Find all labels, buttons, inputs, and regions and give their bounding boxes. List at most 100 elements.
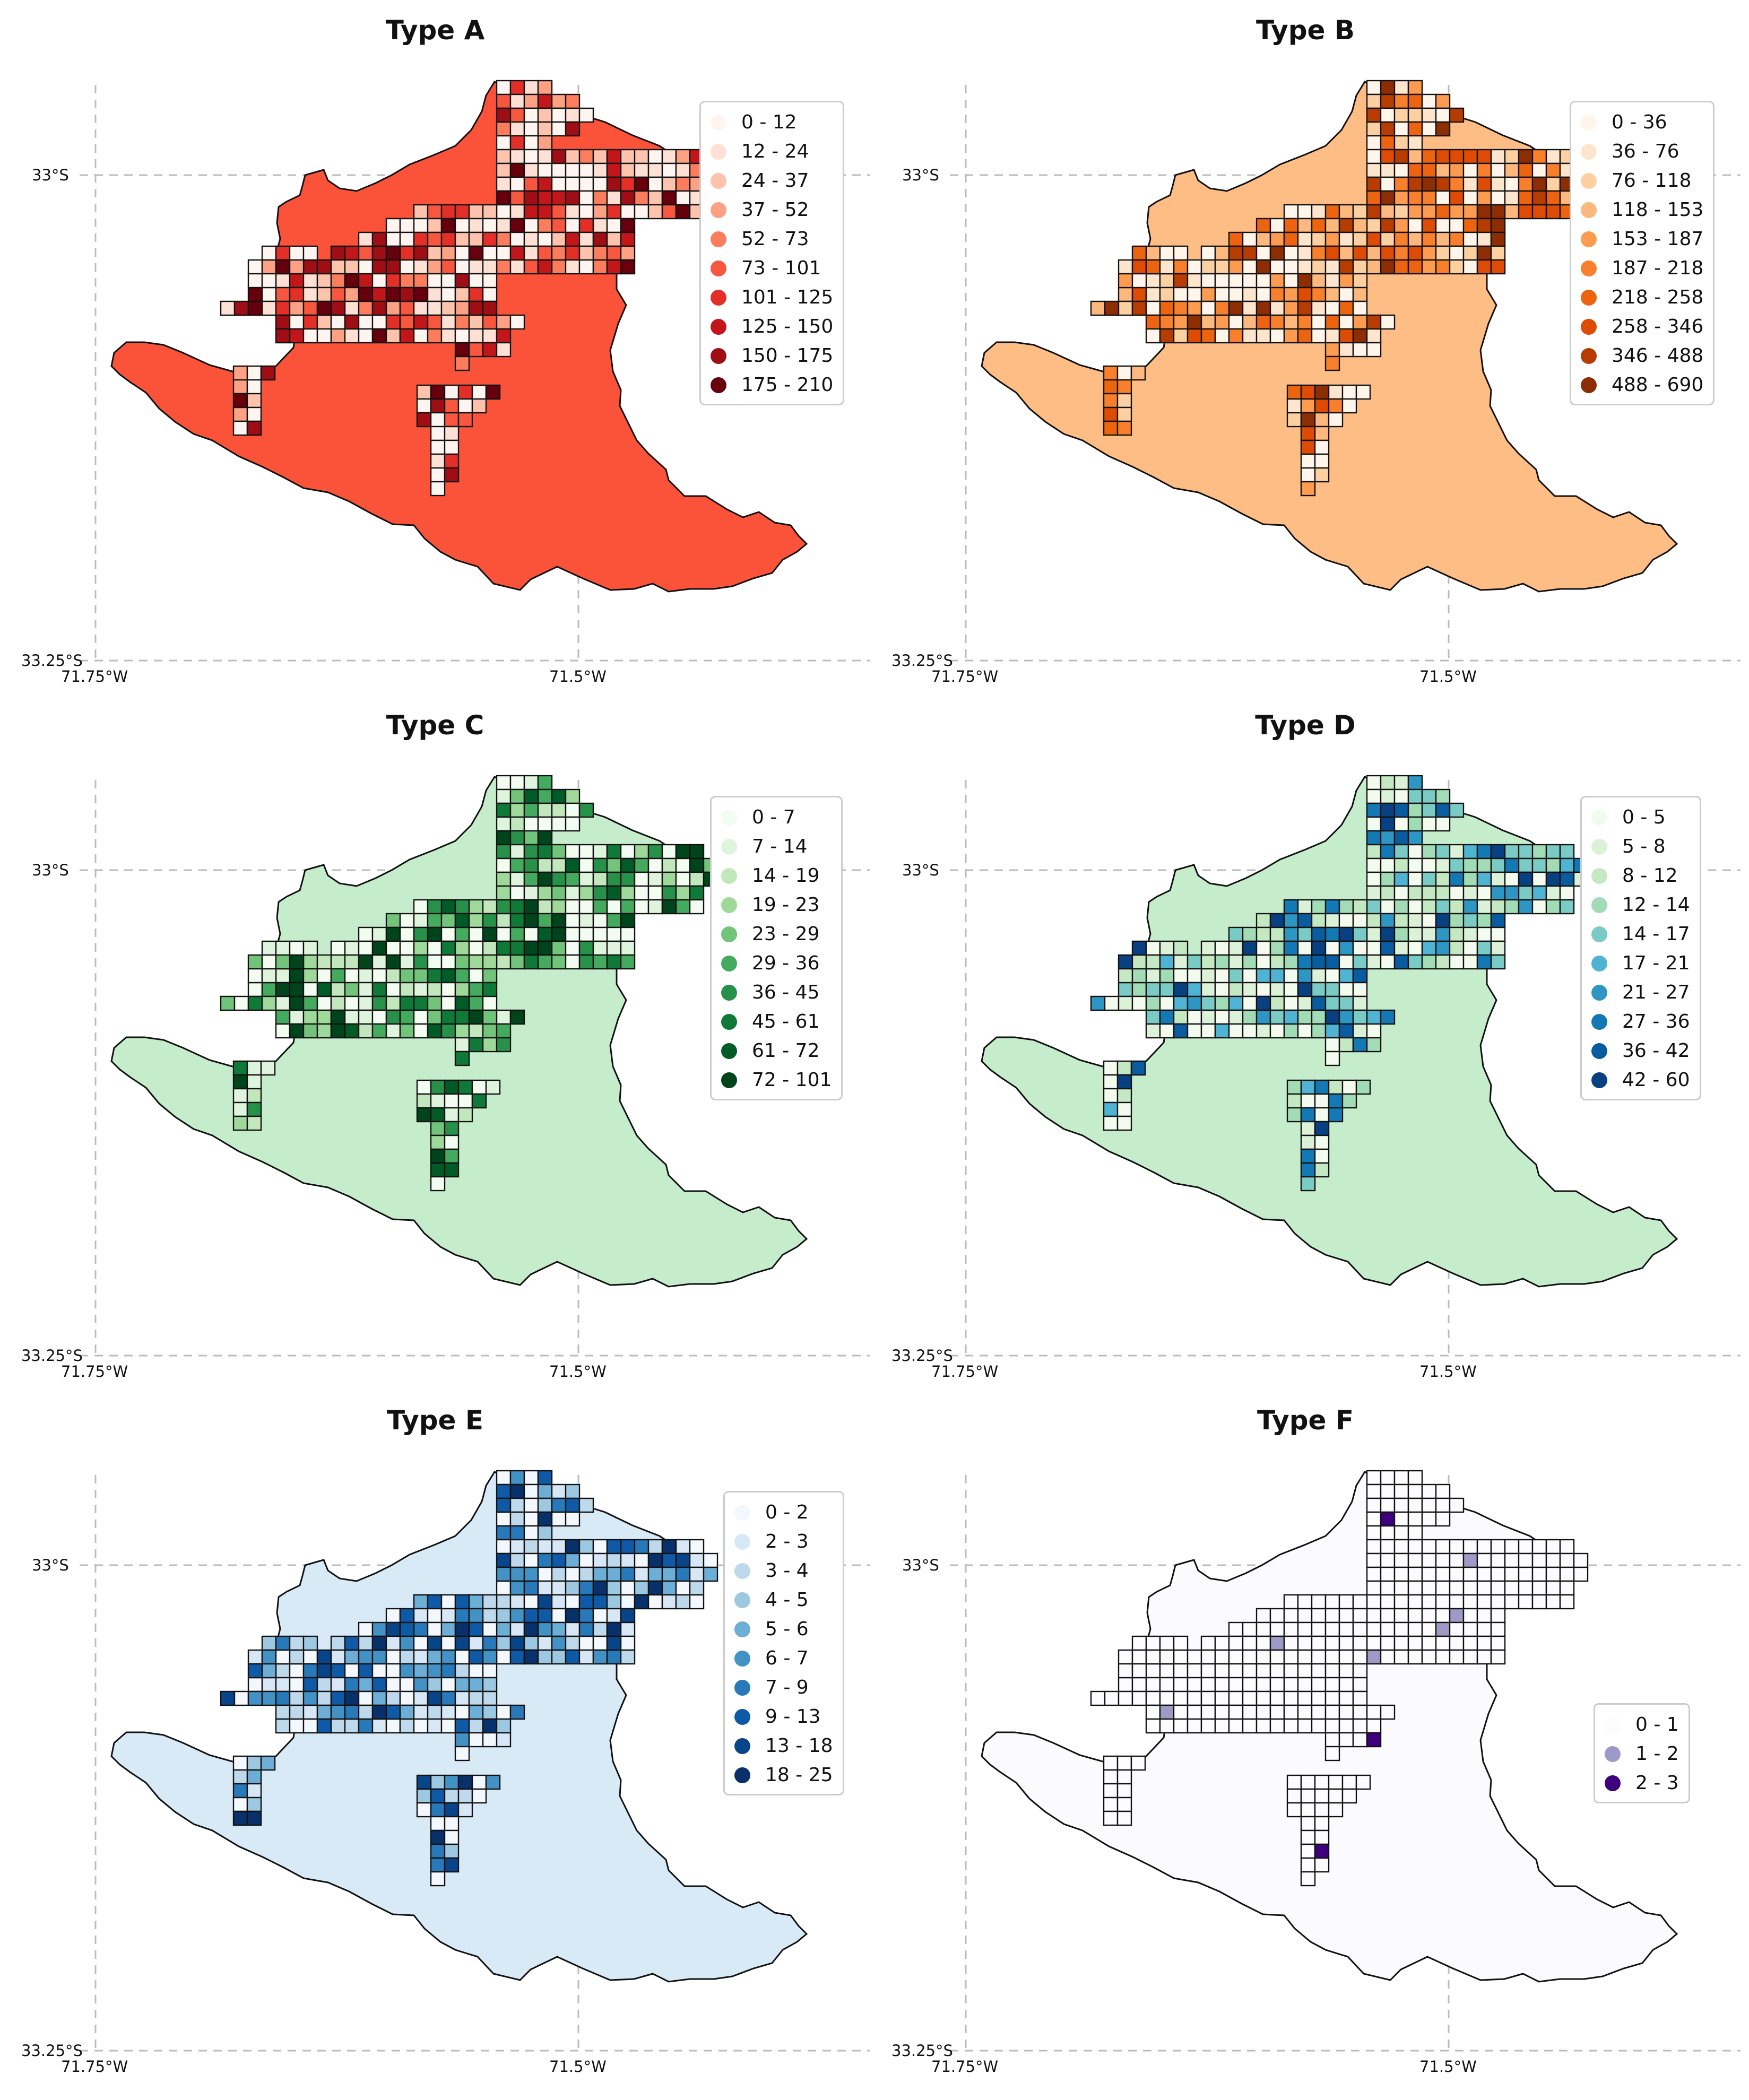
legend-label: 14 - 17 [1622,923,1690,945]
grid-cell [606,162,622,178]
legend-swatch [734,1592,750,1608]
grid-cell [1116,379,1132,395]
grid-cell [551,885,567,901]
grid-cell [358,968,374,984]
grid-cell [1145,968,1161,984]
grid-cell [1283,1718,1299,1734]
grid-cell [344,314,360,330]
grid-cell [344,259,360,275]
grid-cell [689,885,705,901]
grid-cell [1283,1704,1299,1720]
grid-cell [1393,80,1409,96]
grid-cell [1380,844,1396,860]
grid-cell [1393,1566,1409,1582]
grid-cell [1338,1690,1354,1706]
grid-cell [427,1594,443,1610]
grid-cell [427,1649,443,1665]
grid-cell [592,259,608,275]
grid-cell [399,259,415,275]
grid-cell [551,1594,567,1610]
grid-cell [537,80,553,96]
grid-cell [457,1774,473,1790]
grid-cell [1242,245,1258,261]
grid-cell [1380,899,1396,915]
grid-cell [537,1566,553,1582]
grid-cell [454,995,470,1011]
grid-cell [1449,940,1465,956]
grid-cell [1393,121,1409,137]
grid-cell [330,940,346,956]
grid-cell [440,300,456,316]
grid-cell [1159,1718,1175,1734]
grid-cell [606,1649,622,1665]
grid-cell [440,1023,456,1039]
grid-cell [1256,982,1271,997]
grid-cell [1380,204,1396,220]
grid-cell [1490,259,1506,275]
legend-label: 37 - 52 [741,199,809,221]
grid-cell [302,968,318,984]
grid-cell [620,885,636,901]
grid-cell [509,1539,525,1555]
grid-cell [1421,218,1437,233]
grid-cell [1173,314,1189,330]
grid-cell [1187,995,1202,1011]
grid-cell [509,871,525,887]
grid-cell [620,1539,636,1555]
grid-cell [1407,218,1423,233]
legend-item: 187 - 218 [1581,254,1703,283]
grid-cell [509,775,525,791]
grid-cell [509,259,525,275]
grid-cell [1407,231,1423,247]
grid-cell [523,149,539,164]
grid-cell [468,995,484,1011]
grid-cell [1173,259,1189,275]
grid-cell [1324,355,1340,371]
grid-cell [1407,913,1423,928]
grid-cell [427,287,443,302]
grid-cell [1131,287,1147,302]
grid-cell [634,1552,650,1568]
grid-cell [1393,899,1409,915]
grid-cell [523,1552,539,1568]
grid-cell [1200,1677,1216,1693]
grid-cell [1449,245,1465,261]
grid-cell [1286,1079,1302,1095]
grid-cell [578,1649,594,1665]
grid-cell [371,982,387,997]
grid-cell [1476,913,1492,928]
grid-cell [454,1732,470,1748]
grid-cell [1380,80,1396,96]
grid-cell [471,1774,487,1790]
grid-cell [1559,1580,1575,1596]
grid-cell [496,176,512,192]
grid-cell [1200,940,1216,956]
grid-cell [1187,314,1202,330]
legend-swatch [734,1504,750,1521]
grid-cell [430,412,446,428]
grid-cell [578,899,594,915]
grid-cell [496,1023,512,1039]
grid-cell [620,926,636,942]
grid-cell [1311,1621,1327,1637]
grid-cell [1518,1566,1534,1582]
grid-cell [537,162,553,178]
grid-cell [620,1552,636,1568]
grid-cell [454,1037,470,1053]
legend-item: 101 - 125 [711,283,833,312]
grid-cell [468,940,484,956]
grid-cell [440,204,456,220]
grid-cell [1297,1608,1313,1624]
legend-swatch [734,1563,750,1579]
grid-cell [385,982,401,997]
grid-cell [606,245,622,261]
grid-cell [482,231,498,247]
grid-cell [1116,1810,1132,1826]
grid-cell [620,245,636,261]
grid-cell [1283,982,1299,997]
legend-label: 7 - 9 [765,1677,809,1698]
grid-cell [634,176,650,192]
grid-cell [1559,885,1575,901]
grid-cell [1311,259,1327,275]
grid-cell [509,176,525,192]
